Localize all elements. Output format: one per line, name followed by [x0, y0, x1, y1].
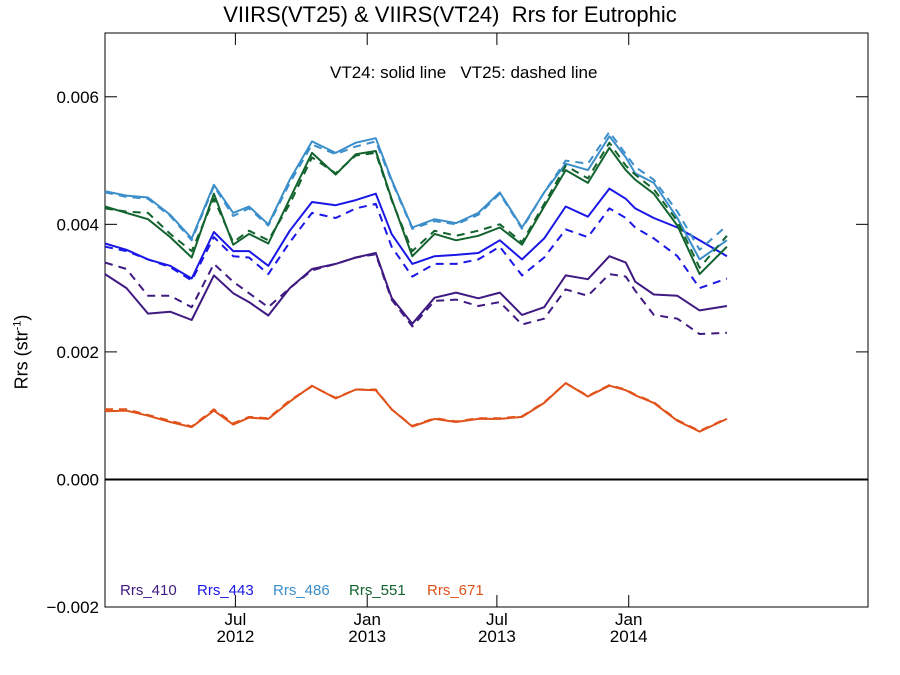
y-tick-label: 0.004 [56, 215, 99, 234]
x-tick-label-year: 2014 [610, 627, 648, 646]
plot-frame [104, 32, 869, 608]
x-tick-label-month: Jul [225, 610, 247, 629]
legend-item-rrs-551: Rrs_551 [349, 582, 406, 599]
legend-item-rrs-486: Rrs_486 [273, 582, 330, 599]
y-tick-label: 0.000 [56, 470, 99, 489]
line-style-annotation: VT24: solid line VT25: dashed line [330, 63, 598, 82]
legend-item-rrs-671: Rrs_671 [427, 582, 484, 599]
legend-item-rrs-443: Rrs_443 [197, 582, 254, 599]
chart-title: VIIRS(VT25) & VIIRS(VT24) Rrs for Eutrop… [223, 2, 677, 27]
legend-item-rrs-410: Rrs_410 [120, 582, 177, 599]
y-tick-label: 0.002 [56, 343, 99, 362]
series-line-rrs-486-dashed [104, 130, 728, 251]
x-tick-label-month: Jul [486, 610, 508, 629]
x-tick-label-year: 2012 [216, 627, 254, 646]
x-tick-label-month: Jan [354, 610, 381, 629]
x-tick-label-year: 2013 [348, 627, 386, 646]
series-line-rrs-443-dashed [104, 202, 728, 290]
series-line-rrs-410-dashed [104, 253, 727, 335]
series-line-rrs-410-solid [104, 252, 728, 325]
y-tick-label: 0.006 [56, 88, 99, 107]
x-tick-label-year: 2013 [478, 627, 516, 646]
y-tick-label: −0.002 [47, 598, 99, 617]
series-line-rrs-443-solid [104, 187, 728, 280]
series-line-rrs-551-dashed [104, 141, 728, 269]
series-line-rrs-671-dashed [105, 382, 728, 432]
series-line-rrs-551-solid [104, 146, 728, 276]
x-tick-label-month: Jan [615, 610, 642, 629]
